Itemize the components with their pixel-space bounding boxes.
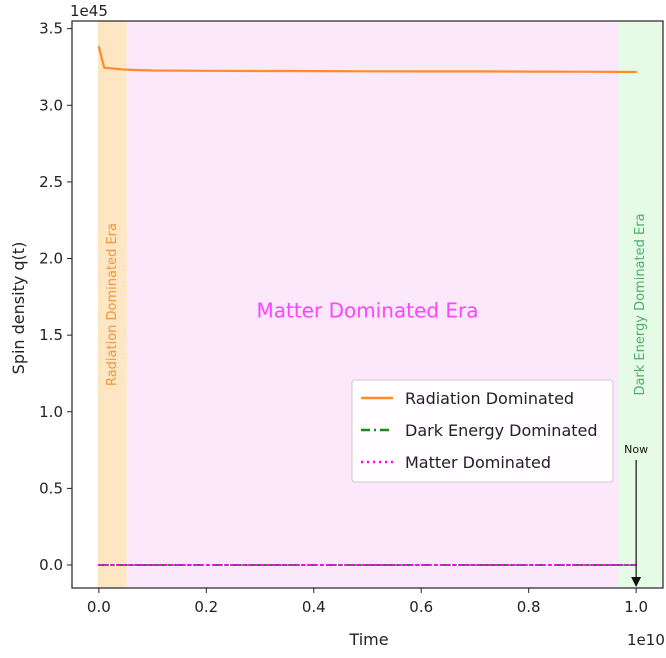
- now-arrow-icon: [631, 577, 642, 587]
- x-tick-label: 0.0: [87, 598, 111, 616]
- x-tick-label: 0.8: [517, 598, 541, 616]
- region-matter-dominated-era: [126, 21, 619, 588]
- series-layer: [97, 45, 638, 566]
- legend-label-matter: Matter Dominated: [405, 453, 551, 472]
- x-tick-label: 0.6: [409, 598, 433, 616]
- axes-layer: 0.0 0.2 0.4 0.6 0.8 1.0 0.0 0.5 1.0 1.5 2.0 2.5 3.0 3…: [39, 20, 664, 616]
- region-dark-energy-dominated-era: [618, 21, 663, 588]
- x-tick-label: 1.0: [624, 598, 648, 616]
- x-axis-title: Time: [348, 630, 388, 649]
- y-axis-title: Spin density q(t): [9, 242, 28, 375]
- region-label-matter-dominated-era: Matter Dominated Era: [256, 299, 478, 323]
- region-radiation-dominated-era: [97, 21, 127, 588]
- y-tick-label: 1.5: [39, 326, 63, 344]
- region-label-dark-energy-dominated-era: Dark Energy Dominated Era: [633, 213, 648, 395]
- now-annotation-label: Now: [624, 443, 648, 456]
- legend-label-radiation: Radiation Dominated: [405, 389, 574, 408]
- y-tick-label: 3.5: [39, 20, 63, 38]
- y-tick-label: 2.0: [39, 250, 63, 268]
- legend-label-dark-energy: Dark Energy Dominated: [405, 421, 598, 440]
- region-label-radiation-dominated-era: Radiation Dominated Era: [105, 223, 120, 386]
- region-labels-layer: Radiation Dominated Era Matter Dominated …: [105, 213, 648, 395]
- regions-layer: [97, 21, 663, 588]
- x-offset-text: 1e10: [627, 631, 665, 649]
- legend-box: [351, 379, 614, 483]
- y-tick-label: 2.5: [39, 173, 63, 191]
- plot-frame: [71, 20, 664, 589]
- annotation-layer: Now: [624, 443, 648, 587]
- x-tick-label: 0.2: [194, 598, 218, 616]
- x-tick-label: 0.4: [302, 598, 326, 616]
- y-tick-label: 0.0: [39, 556, 63, 574]
- series-line-radiation-dominated: [97, 45, 638, 74]
- y-tick-label: 3.0: [39, 96, 63, 114]
- y-offset-text: 1e45: [70, 2, 108, 20]
- y-tick-label: 0.5: [39, 479, 63, 497]
- legend: Radiation Dominated Dark Energy Dominate…: [351, 379, 614, 483]
- y-tick-label: 1.0: [39, 403, 63, 421]
